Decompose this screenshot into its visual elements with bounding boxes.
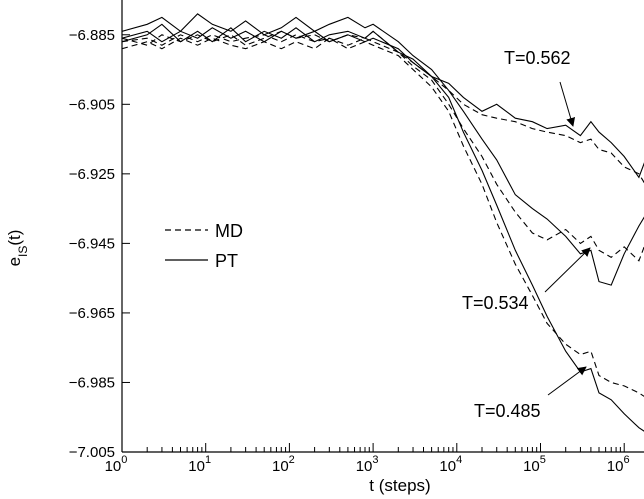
annotation-t0485-arrow — [547, 366, 587, 396]
annotation-t0562: T=0.562 — [504, 48, 571, 68]
legend-md-label: MD — [215, 221, 243, 241]
annotation-t0485: T=0.485 — [474, 401, 541, 421]
legend-pt-label: PT — [215, 251, 238, 271]
annotation-t0562-arrow — [559, 81, 576, 127]
y-tick-label: −6.985 — [69, 374, 115, 391]
annotation-t0534: T=0.534 — [462, 293, 529, 313]
md-series-line-5 — [122, 34, 644, 184]
annotation-t0534-arrow — [544, 247, 591, 293]
x-tick-label: 106 — [607, 454, 630, 475]
tick-layer: −6.885 −6.905 −6.925 −6.945 −6.965 −6.985 −7.0… — [69, 27, 630, 475]
annotations: T=0.562 T=0.534 T=0.485 — [462, 48, 591, 421]
y-axis-title: eIS(t) — [5, 230, 30, 267]
pt-series-line-2 — [122, 27, 644, 179]
x-tick-label: 100 — [105, 454, 128, 475]
y-tick-label: −6.925 — [69, 166, 115, 183]
x-tick-label: 105 — [523, 454, 546, 475]
y-tick-label: −6.885 — [69, 27, 115, 44]
y-tick-label: −6.905 — [69, 96, 115, 113]
y-tick-label: −6.945 — [69, 235, 115, 252]
x-tick-label: 102 — [272, 454, 295, 475]
x-tick-label: 103 — [356, 454, 379, 475]
y-tick-label: −7.005 — [69, 444, 115, 461]
series-layer — [122, 13, 644, 432]
x-tick-label: 101 — [188, 454, 211, 475]
x-tick-label: 104 — [439, 454, 462, 475]
plot-area: −6.885 −6.905 −6.925 −6.945 −6.965 −6.985 −7.0… — [69, 0, 644, 475]
legend: MD PT — [165, 221, 243, 271]
md-series-line-3 — [122, 37, 644, 397]
y-tick-label: −6.965 — [69, 305, 115, 322]
x-axis-title: t (steps) — [369, 476, 430, 495]
